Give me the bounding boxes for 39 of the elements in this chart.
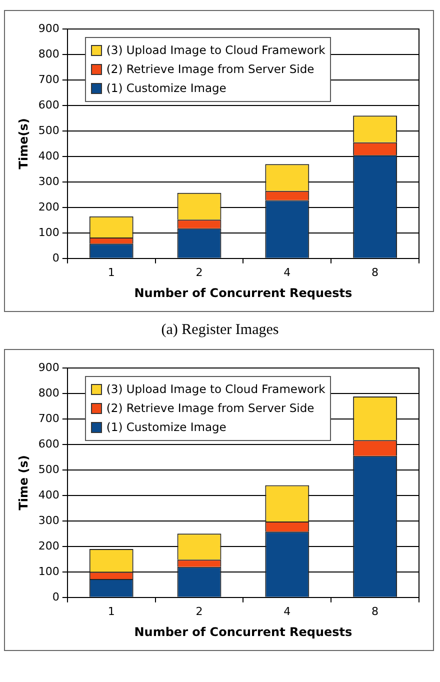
y-tick-label: 500 [38, 124, 60, 137]
legend-label: (1) Customize Image [106, 419, 226, 436]
x-tick-label: 8 [372, 266, 379, 279]
y-tick-label: 500 [38, 462, 60, 476]
y-tick-label: 100 [38, 226, 60, 239]
legend-label: (3) Upload Image to Cloud Framework [106, 42, 326, 59]
x-tick-label: 1 [108, 604, 115, 618]
y-tick-label: 400 [38, 488, 60, 502]
x-tick-label: 2 [196, 266, 203, 279]
y-tick-label: 100 [38, 564, 60, 578]
x-tick-label: 1 [108, 266, 115, 279]
y-tick-label: 700 [38, 412, 60, 425]
x-tick-label: 4 [284, 266, 291, 279]
x-axis-title: Number of Concurrent Requests [134, 286, 352, 300]
y-tick-label: 0 [52, 590, 60, 604]
y-tick-label: 900 [38, 360, 60, 374]
y-tick-label: 200 [38, 200, 60, 214]
x-axis-title: Number of Concurrent Requests [134, 624, 352, 639]
legend-label: (1) Customize Image [106, 80, 226, 97]
y-tick-label: 300 [38, 174, 60, 188]
legend-label: (3) Upload Image to Cloud Framework [106, 381, 326, 398]
y-tick-label: 600 [38, 437, 60, 450]
x-tick-label: 4 [284, 604, 291, 618]
text: (a) Register Images [160, 322, 280, 339]
y-tick-label: 300 [38, 514, 60, 527]
legend-label: (2) Retrieve Image from Server Side [106, 61, 314, 78]
y-axis-title: Time (s) [16, 455, 30, 510]
y-tick-label: 400 [38, 149, 60, 162]
y-tick-label: 600 [38, 98, 60, 112]
y-tick-label: 900 [38, 22, 60, 35]
y-tick-label: 700 [38, 72, 60, 86]
y-axis-title: Time(s) [16, 118, 30, 170]
y-tick-label: 800 [38, 386, 60, 400]
x-tick-label: 2 [196, 604, 203, 618]
y-tick-label: 800 [38, 47, 60, 60]
y-tick-label: 200 [38, 539, 60, 552]
legend-label: (2) Retrieve Image from Server Side [106, 400, 314, 417]
x-tick-label: 8 [372, 604, 379, 618]
y-tick-label: 0 [52, 251, 60, 264]
